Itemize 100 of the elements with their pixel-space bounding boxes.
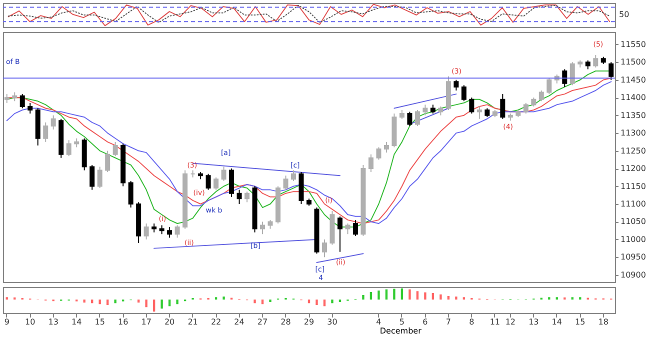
candlestick xyxy=(422,104,428,116)
bar xyxy=(160,300,163,309)
candlestick xyxy=(500,94,506,120)
x-tick-label: 14 xyxy=(552,318,562,326)
candlestick xyxy=(43,122,48,142)
x-tick-label: 20 xyxy=(164,318,175,326)
bar xyxy=(416,291,419,300)
y-tick-label: 11400 xyxy=(620,93,646,102)
bar xyxy=(362,295,364,300)
x-tick-label: 18 xyxy=(598,318,608,326)
candlestick xyxy=(128,180,134,208)
bar xyxy=(579,297,582,300)
y-tick-label: 11500 xyxy=(620,58,646,67)
x-tick-label: 29 xyxy=(304,318,314,326)
y-tick-label: 11200 xyxy=(620,164,646,174)
bar xyxy=(254,300,256,304)
y-tick-label: 11050 xyxy=(620,217,646,226)
candlestick xyxy=(66,140,72,157)
y-tick-label: 10950 xyxy=(620,252,646,262)
bar xyxy=(83,300,86,303)
bar xyxy=(98,300,101,304)
candlestick xyxy=(454,79,459,92)
x-tick-label: 17 xyxy=(141,318,152,326)
bar xyxy=(440,294,442,300)
bar xyxy=(378,290,380,300)
y-tick-label: 11000 xyxy=(620,234,646,244)
x-tick-label: 11 xyxy=(490,318,500,326)
x-axis-title: December xyxy=(380,326,422,336)
bar xyxy=(331,300,334,304)
text: 50 xyxy=(619,10,630,19)
bar xyxy=(548,297,550,300)
candlestick xyxy=(407,111,412,126)
bar xyxy=(323,300,326,306)
y-tick-label: 11450 xyxy=(620,75,646,84)
candlestick xyxy=(476,106,482,120)
candlestick xyxy=(283,175,288,190)
y-tick-label: 10900 xyxy=(620,270,646,280)
candlestick xyxy=(368,154,374,173)
x-tick-label: 27 xyxy=(257,318,268,326)
candlestick xyxy=(50,114,56,130)
candlestick xyxy=(236,189,242,204)
candlestick xyxy=(461,84,466,102)
bar xyxy=(6,297,8,300)
candlestick xyxy=(206,173,211,190)
x-tick-label: 5 xyxy=(399,318,405,326)
x-tick-label: 13 xyxy=(528,318,539,326)
x-tick-label: 22 xyxy=(210,318,222,326)
x-tick-label: 30 xyxy=(327,318,338,326)
candlestick xyxy=(570,62,575,86)
candlestick xyxy=(538,90,544,102)
bar xyxy=(370,292,372,300)
candlestick xyxy=(593,54,598,68)
y-tick-label: 11300 xyxy=(620,128,646,138)
candlestick xyxy=(352,219,358,236)
y-tick-label: 11100 xyxy=(620,199,646,208)
candlestick xyxy=(28,102,33,114)
x-tick-label: 21 xyxy=(188,318,198,326)
candlestick xyxy=(337,216,342,252)
bar xyxy=(137,300,140,303)
y-tick-label: 11550 xyxy=(620,40,646,49)
bar xyxy=(145,300,148,308)
bar xyxy=(556,297,558,300)
x-tick-label: 10 xyxy=(25,318,36,326)
x-tick-label: 16 xyxy=(118,318,128,326)
y-tick-label: 11350 xyxy=(620,110,646,120)
candlestick xyxy=(244,191,250,203)
x-tick-label: 7 xyxy=(446,318,451,326)
bar xyxy=(261,300,264,304)
bar xyxy=(214,297,218,300)
bar xyxy=(424,292,426,300)
x-tick-label: 13 xyxy=(48,318,58,326)
bar xyxy=(432,292,434,300)
bar xyxy=(222,296,225,300)
candlestick xyxy=(229,168,234,198)
bar xyxy=(455,296,458,300)
candlestick xyxy=(523,102,528,114)
y-tick-label: 11250 xyxy=(620,146,646,156)
candlestick xyxy=(608,62,614,80)
candlestick xyxy=(144,222,149,240)
candlestick xyxy=(167,226,172,238)
candlestick xyxy=(376,146,382,160)
candlestick xyxy=(105,150,110,173)
x-tick-label: 14 xyxy=(72,318,82,326)
candlestick xyxy=(174,224,180,238)
candlestick xyxy=(469,97,474,114)
x-tick-label: 15 xyxy=(575,318,586,326)
candlestick xyxy=(291,170,296,182)
x-tick-label: 28 xyxy=(280,318,291,326)
bar xyxy=(176,300,178,304)
x-tick-label: 4 xyxy=(376,318,382,326)
candlestick xyxy=(112,141,118,157)
x-tick-label: 9 xyxy=(4,318,10,326)
candlestick xyxy=(260,221,266,235)
candlestick xyxy=(90,164,95,190)
candlestick xyxy=(322,238,327,258)
x-tick-label: 24 xyxy=(234,318,244,326)
bar xyxy=(400,288,404,300)
candlestick xyxy=(414,110,420,126)
candlestick xyxy=(97,166,102,189)
y-tick-label: 11150 xyxy=(620,182,646,191)
